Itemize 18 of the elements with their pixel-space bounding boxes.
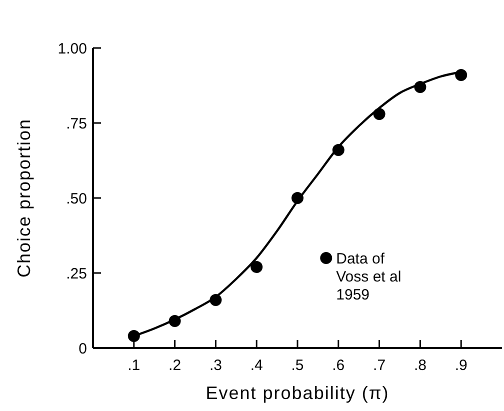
y-tick-label: .50 bbox=[66, 190, 87, 208]
legend-label: Data of Voss et al 1959 bbox=[336, 250, 402, 304]
x-tick-label: .6 bbox=[332, 357, 345, 374]
x-tick-label: .3 bbox=[209, 357, 222, 374]
y-tick-label: 1.00 bbox=[58, 40, 87, 58]
x-tick-label: .2 bbox=[168, 357, 182, 374]
point bbox=[250, 261, 263, 273]
y-tick-label: .25 bbox=[66, 265, 87, 282]
x-tick-label: .1 bbox=[128, 357, 140, 374]
y-tick-label: .75 bbox=[66, 115, 87, 132]
x-tick-label: .8 bbox=[414, 357, 426, 374]
y-axis-title: Choice proportion bbox=[14, 118, 34, 278]
x-tick-label: .5 bbox=[291, 357, 304, 374]
x-tick-label: .7 bbox=[373, 357, 386, 374]
x-tick-label: .4 bbox=[250, 357, 263, 374]
y-tick-label: 0 bbox=[78, 340, 87, 358]
x-axis-title: Event probability (π) bbox=[206, 383, 390, 403]
x-tick-label: .9 bbox=[454, 357, 468, 374]
